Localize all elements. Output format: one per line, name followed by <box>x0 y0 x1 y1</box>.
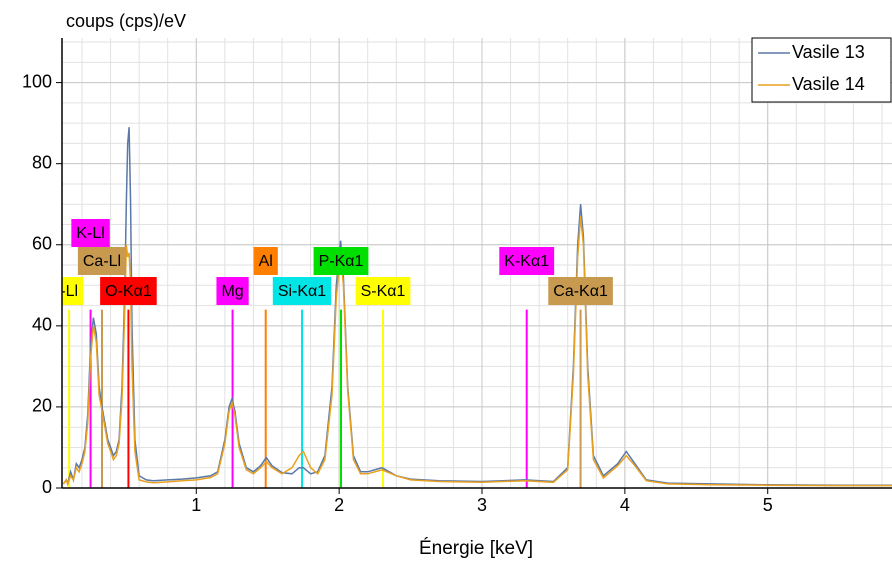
element-label-box <box>77 247 127 275</box>
element-label: Ca-Ll <box>77 247 127 275</box>
legend-label: Vasile 13 <box>792 42 865 62</box>
legend: Vasile 13 Vasile 14 <box>751 37 892 103</box>
element-label-box <box>499 247 555 275</box>
y-tick-label: 100 <box>22 71 52 91</box>
y-tick-label: 60 <box>32 234 52 254</box>
element-label-box <box>71 219 110 247</box>
element-label-text: Al <box>259 253 273 270</box>
plot-area: -Ll K-Ll Ca-Ll O-Kα1 Mg Al Si-Kα1 P-Kα1 S-Kα1 K-K… <box>60 127 892 488</box>
element-label: K-Ll <box>71 219 110 247</box>
element-label: S-Kα1 <box>355 277 411 305</box>
x-tick-label: 2 <box>334 495 344 515</box>
element-label-text: P-Kα1 <box>319 253 364 270</box>
y-tick-label: 0 <box>42 477 52 497</box>
element-label-box <box>548 277 613 305</box>
element-label-text: Mg <box>221 283 243 300</box>
element-label-text: K-Kα1 <box>504 253 549 270</box>
element-label-box <box>355 277 411 305</box>
element-label-box <box>313 247 369 275</box>
element-label: Ca-Kα1 <box>548 277 613 305</box>
element-label-box <box>216 277 249 305</box>
element-label-text: Si-Kα1 <box>278 283 326 300</box>
element-label: Al <box>253 247 278 275</box>
element-label: K-Kα1 <box>499 247 555 275</box>
x-tick-label: 1 <box>191 495 201 515</box>
element-label: Si-Kα1 <box>272 277 332 305</box>
element-label: Mg <box>216 277 249 305</box>
y-tick-label: 80 <box>32 152 52 172</box>
element-label-text: S-Kα1 <box>361 283 406 300</box>
y-tick-label: 20 <box>32 396 52 416</box>
element-label-text: O-Kα1 <box>105 283 152 300</box>
x-tick-label: 5 <box>763 495 773 515</box>
grid <box>62 38 892 489</box>
legend-label: Vasile 14 <box>792 74 865 94</box>
spectrum-line <box>62 216 892 487</box>
element-label-text: K-Ll <box>76 225 104 242</box>
element-label-box <box>253 247 278 275</box>
legend-box <box>751 37 892 103</box>
y-axis-label: coups (cps)/eV <box>66 11 186 31</box>
element-label: -Ll <box>60 277 84 305</box>
y-tick-label: 40 <box>32 315 52 335</box>
element-label-text: Ca-Ll <box>83 253 121 270</box>
element-label: P-Kα1 <box>313 247 369 275</box>
axes: 1 2 3 4 5 0 20 40 60 80 100 Vasile 13 Vasile 14 <box>22 37 892 515</box>
x-tick-label: 4 <box>620 495 630 515</box>
element-label-text: Ca-Kα1 <box>553 283 608 300</box>
element-label-box <box>272 277 332 305</box>
element-label-text: -Ll <box>60 283 78 300</box>
x-axis-label: Énergie [keV] <box>419 538 533 559</box>
x-tick-label: 3 <box>477 495 487 515</box>
element-label: O-Kα1 <box>100 277 157 305</box>
element-label-box <box>100 277 157 305</box>
element-label-box <box>62 277 84 305</box>
